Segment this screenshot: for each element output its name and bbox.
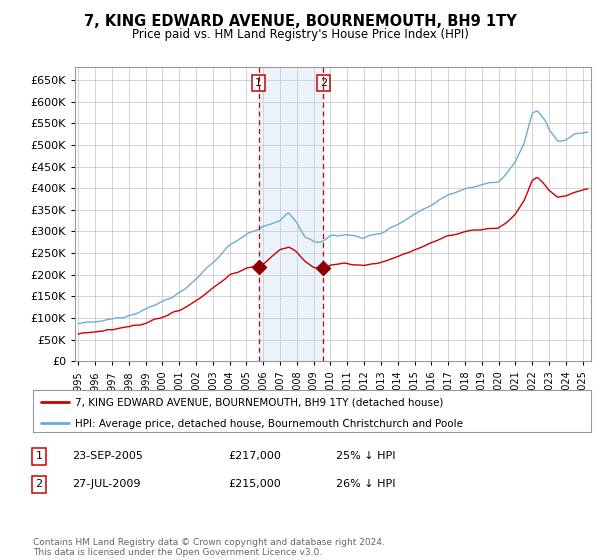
Text: HPI: Average price, detached house, Bournemouth Christchurch and Poole: HPI: Average price, detached house, Bour… [75, 419, 463, 429]
Text: 26% ↓ HPI: 26% ↓ HPI [336, 479, 395, 489]
Text: 25% ↓ HPI: 25% ↓ HPI [336, 451, 395, 461]
Text: Price paid vs. HM Land Registry's House Price Index (HPI): Price paid vs. HM Land Registry's House … [131, 28, 469, 41]
Text: 7, KING EDWARD AVENUE, BOURNEMOUTH, BH9 1TY (detached house): 7, KING EDWARD AVENUE, BOURNEMOUTH, BH9 … [75, 398, 443, 408]
Text: £215,000: £215,000 [228, 479, 281, 489]
Text: 1: 1 [35, 451, 43, 461]
Text: 7, KING EDWARD AVENUE, BOURNEMOUTH, BH9 1TY: 7, KING EDWARD AVENUE, BOURNEMOUTH, BH9 … [83, 14, 517, 29]
Text: £217,000: £217,000 [228, 451, 281, 461]
Text: 27-JUL-2009: 27-JUL-2009 [72, 479, 140, 489]
Text: 2: 2 [35, 479, 43, 489]
Text: 2: 2 [320, 78, 327, 88]
Text: Contains HM Land Registry data © Crown copyright and database right 2024.
This d: Contains HM Land Registry data © Crown c… [33, 538, 385, 557]
Text: 23-SEP-2005: 23-SEP-2005 [72, 451, 143, 461]
Bar [259, 67, 323, 361]
Text: 1: 1 [255, 78, 262, 88]
